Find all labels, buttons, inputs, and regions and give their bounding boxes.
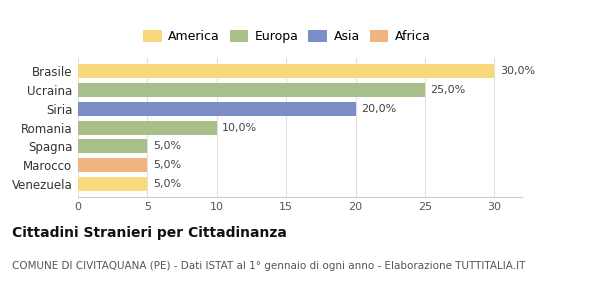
Text: COMUNE DI CIVITAQUANA (PE) - Dati ISTAT al 1° gennaio di ogni anno - Elaborazion: COMUNE DI CIVITAQUANA (PE) - Dati ISTAT …: [12, 261, 526, 271]
Text: 25,0%: 25,0%: [430, 85, 466, 95]
Text: 5,0%: 5,0%: [153, 179, 181, 189]
Bar: [78, 121, 217, 135]
Text: 10,0%: 10,0%: [223, 123, 257, 133]
Text: Cittadini Stranieri per Cittadinanza: Cittadini Stranieri per Cittadinanza: [12, 226, 287, 240]
Bar: [78, 177, 148, 191]
Text: 5,0%: 5,0%: [153, 141, 181, 151]
Bar: [78, 102, 355, 116]
Legend: America, Europa, Asia, Africa: America, Europa, Asia, Africa: [138, 25, 436, 48]
Bar: [78, 64, 494, 78]
Bar: [78, 158, 148, 172]
Text: 5,0%: 5,0%: [153, 160, 181, 170]
Bar: [78, 83, 425, 97]
Text: 30,0%: 30,0%: [500, 66, 535, 76]
Bar: [78, 139, 148, 153]
Text: 20,0%: 20,0%: [361, 104, 396, 114]
